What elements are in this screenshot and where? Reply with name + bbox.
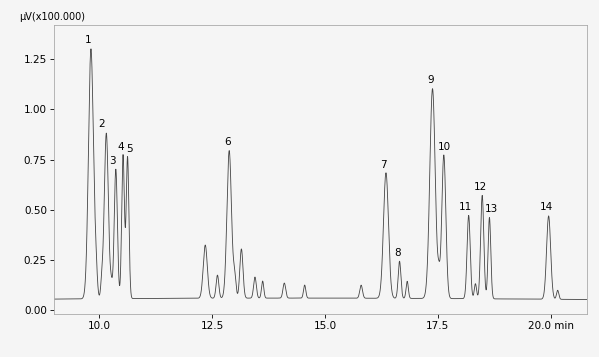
Text: 13: 13 xyxy=(485,204,498,214)
Text: 14: 14 xyxy=(540,202,553,212)
Text: μV(x100.000): μV(x100.000) xyxy=(19,12,85,22)
Text: 7: 7 xyxy=(380,160,387,170)
Text: 4: 4 xyxy=(118,141,125,151)
Text: 2: 2 xyxy=(98,119,105,129)
Text: 10: 10 xyxy=(438,141,451,151)
Text: 12: 12 xyxy=(474,182,487,192)
Text: 3: 3 xyxy=(109,156,116,166)
Text: 5: 5 xyxy=(126,144,132,154)
Text: 9: 9 xyxy=(428,75,434,85)
Text: 11: 11 xyxy=(458,202,471,212)
Text: 8: 8 xyxy=(394,248,401,258)
Text: 1: 1 xyxy=(85,35,92,45)
Text: 6: 6 xyxy=(224,137,231,147)
